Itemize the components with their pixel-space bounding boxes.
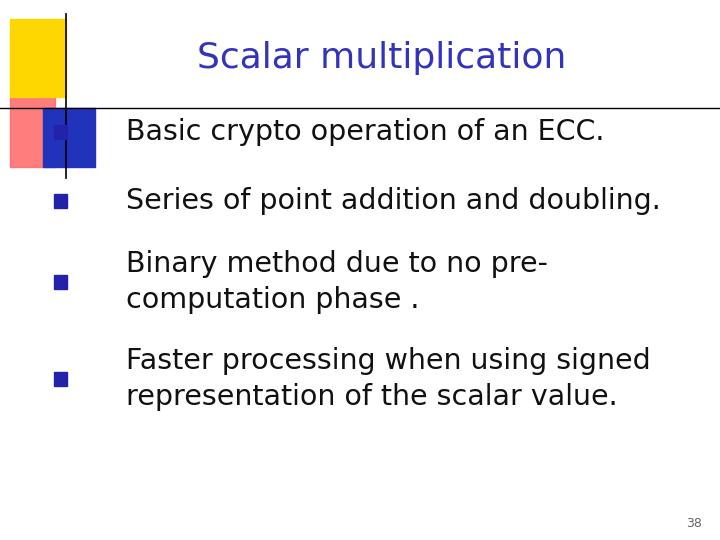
- Bar: [10, 97, 55, 167]
- Bar: [54, 125, 67, 139]
- Text: Series of point addition and doubling.: Series of point addition and doubling.: [126, 187, 661, 215]
- Bar: [10, 19, 66, 97]
- Text: Basic crypto operation of an ECC.: Basic crypto operation of an ECC.: [126, 118, 605, 146]
- Bar: [54, 194, 67, 208]
- Bar: [54, 372, 67, 386]
- Text: Faster processing when using signed
representation of the scalar value.: Faster processing when using signed repr…: [126, 347, 651, 411]
- Text: 38: 38: [686, 517, 702, 530]
- Bar: [54, 275, 67, 289]
- Bar: [43, 108, 95, 167]
- Text: Scalar multiplication: Scalar multiplication: [197, 41, 567, 75]
- Text: Binary method due to no pre-
computation phase .: Binary method due to no pre- computation…: [126, 250, 548, 314]
